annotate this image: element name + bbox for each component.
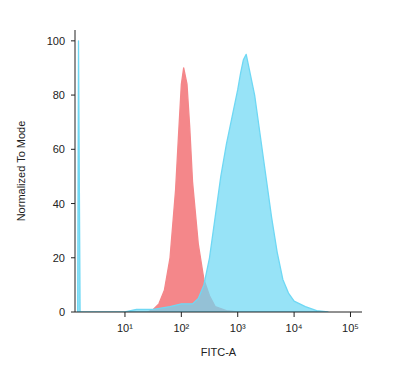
x-tick — [124, 312, 125, 317]
y-axis-label: Normalized To Mode — [15, 121, 27, 222]
y-tick — [71, 95, 75, 96]
y-tick — [71, 40, 75, 41]
y-tick-label: 60 — [53, 143, 65, 155]
x-tick — [181, 312, 182, 317]
x-axis-label: FITC-A — [201, 346, 237, 358]
y-tick-label: 80 — [53, 89, 65, 101]
x-tick-label: 10³ — [230, 322, 246, 334]
x-tick-label: 10² — [173, 322, 189, 334]
x-tick-label: 10¹ — [117, 322, 133, 334]
x-tick — [294, 312, 295, 317]
y-tick — [71, 203, 75, 204]
y-tick-label: 100 — [47, 35, 65, 47]
y-tick — [71, 257, 75, 258]
y-axis-line — [75, 30, 76, 312]
y-tick-label: 40 — [53, 198, 65, 210]
x-tick-label: 10⁴ — [286, 322, 303, 334]
x-axis-line — [75, 312, 362, 313]
y-tick-label: 0 — [59, 306, 65, 318]
series-area — [78, 41, 328, 312]
chart: 0 20 40 60 80 100 10¹ 10² 10³ 10⁴ 10⁵ FITC-A Normali… — [0, 0, 400, 374]
plot-area — [78, 41, 328, 312]
y-tick — [71, 312, 75, 313]
x-tick — [350, 312, 351, 317]
chart-container: 0 20 40 60 80 100 10¹ 10² 10³ 10⁴ 10⁵ FITC-A Normali… — [0, 0, 400, 374]
y-tick-label: 20 — [53, 252, 65, 264]
x-tick-label: 10⁵ — [342, 322, 359, 334]
x-tick — [237, 312, 238, 317]
y-tick — [71, 149, 75, 150]
